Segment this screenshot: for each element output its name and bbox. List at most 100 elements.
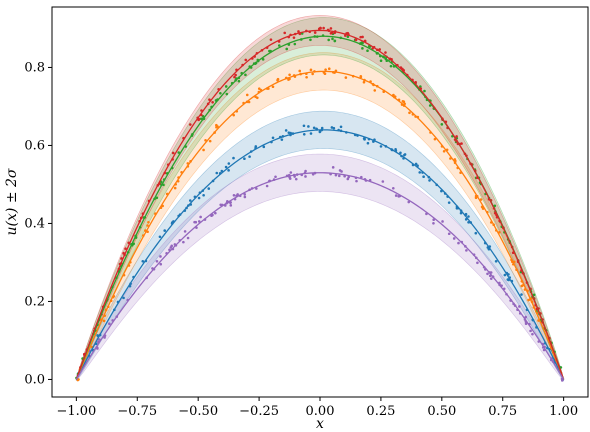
data-point — [334, 173, 338, 177]
data-point — [194, 220, 198, 224]
data-point — [312, 126, 316, 130]
x-tick-label: 1.00 — [549, 404, 578, 419]
x-axis-ticks: −1.00 −0.75 −0.50 −0.25 0.00 0.25 0.50 0.75 1.00 — [56, 397, 578, 419]
confidence-bands — [75, 15, 565, 381]
data-point — [234, 73, 237, 77]
data-point — [304, 169, 307, 173]
data-point — [311, 72, 314, 76]
data-point — [333, 39, 337, 43]
x-tick-label: −0.50 — [178, 404, 218, 419]
data-point — [338, 169, 342, 172]
data-point — [247, 100, 251, 104]
data-point — [394, 194, 398, 197]
data-point — [224, 165, 228, 169]
y-tick-label: 0.8 — [24, 60, 45, 75]
y-axis-ticks: 0.0 0.2 0.4 0.6 0.8 — [24, 60, 52, 387]
data-point — [294, 177, 298, 181]
data-point — [309, 68, 313, 72]
data-point — [361, 35, 364, 39]
data-point — [283, 31, 287, 35]
data-point — [201, 115, 205, 118]
data-point — [532, 293, 536, 297]
data-point — [419, 85, 422, 88]
data-point — [455, 135, 458, 138]
data-point — [173, 186, 177, 190]
y-axis-label: u(x) ± 2σ — [4, 168, 20, 235]
data-point — [447, 201, 451, 204]
data-point — [408, 111, 411, 115]
data-point — [215, 125, 218, 129]
data-point — [332, 126, 336, 130]
data-point — [397, 195, 401, 198]
data-point — [331, 37, 334, 41]
x-tick-label: 0.00 — [306, 404, 335, 419]
data-point — [257, 87, 261, 90]
data-point — [163, 229, 167, 232]
data-point — [440, 123, 444, 126]
data-point — [524, 322, 528, 326]
data-point — [188, 199, 192, 202]
data-point — [418, 171, 422, 174]
data-point — [503, 273, 507, 277]
data-point — [215, 171, 219, 175]
data-point — [493, 204, 497, 208]
data-point — [188, 123, 192, 126]
data-point — [265, 184, 269, 188]
data-point — [309, 132, 313, 135]
y-tick-label: 0.6 — [24, 138, 45, 153]
data-point — [271, 85, 275, 89]
data-point — [186, 236, 190, 240]
data-point — [452, 237, 456, 240]
data-point — [288, 73, 291, 77]
data-point — [284, 129, 288, 132]
data-point — [307, 125, 310, 128]
data-point — [108, 322, 111, 326]
data-point — [422, 175, 425, 178]
data-point — [330, 126, 334, 129]
data-point — [204, 138, 207, 142]
x-tick-label: −1.00 — [56, 404, 96, 419]
data-point — [243, 193, 246, 196]
data-point — [232, 113, 235, 117]
data-point — [531, 332, 534, 336]
data-point — [346, 31, 350, 35]
data-point — [379, 59, 383, 63]
data-point — [327, 67, 331, 70]
data-point — [233, 75, 236, 79]
data-point — [77, 378, 80, 381]
data-point — [232, 193, 236, 197]
data-point — [324, 68, 327, 71]
data-point — [529, 329, 532, 333]
data-point — [391, 186, 395, 190]
data-point — [243, 157, 246, 161]
data-point — [476, 261, 479, 265]
data-point — [214, 211, 217, 215]
data-point — [318, 130, 322, 133]
data-point — [467, 221, 470, 224]
data-point — [459, 211, 463, 215]
data-point — [344, 76, 348, 79]
data-point — [379, 145, 383, 148]
data-point — [159, 255, 162, 258]
data-point — [339, 125, 343, 129]
data-point — [327, 38, 331, 42]
data-point — [262, 145, 266, 149]
data-point — [269, 38, 273, 41]
data-point — [403, 153, 407, 156]
data-point — [455, 207, 459, 210]
data-point — [560, 379, 564, 382]
data-point — [331, 166, 335, 169]
data-point — [255, 187, 258, 190]
data-point — [122, 296, 125, 300]
data-point — [414, 162, 418, 166]
data-point — [322, 26, 325, 30]
data-point — [155, 259, 159, 263]
data-point — [271, 136, 275, 140]
y-tick-label: 0.0 — [24, 372, 45, 387]
data-point — [141, 259, 145, 263]
data-point — [337, 174, 341, 178]
data-point — [355, 179, 358, 183]
mean-curve-0 — [75, 129, 565, 380]
data-point — [274, 175, 277, 179]
data-point — [381, 180, 385, 183]
